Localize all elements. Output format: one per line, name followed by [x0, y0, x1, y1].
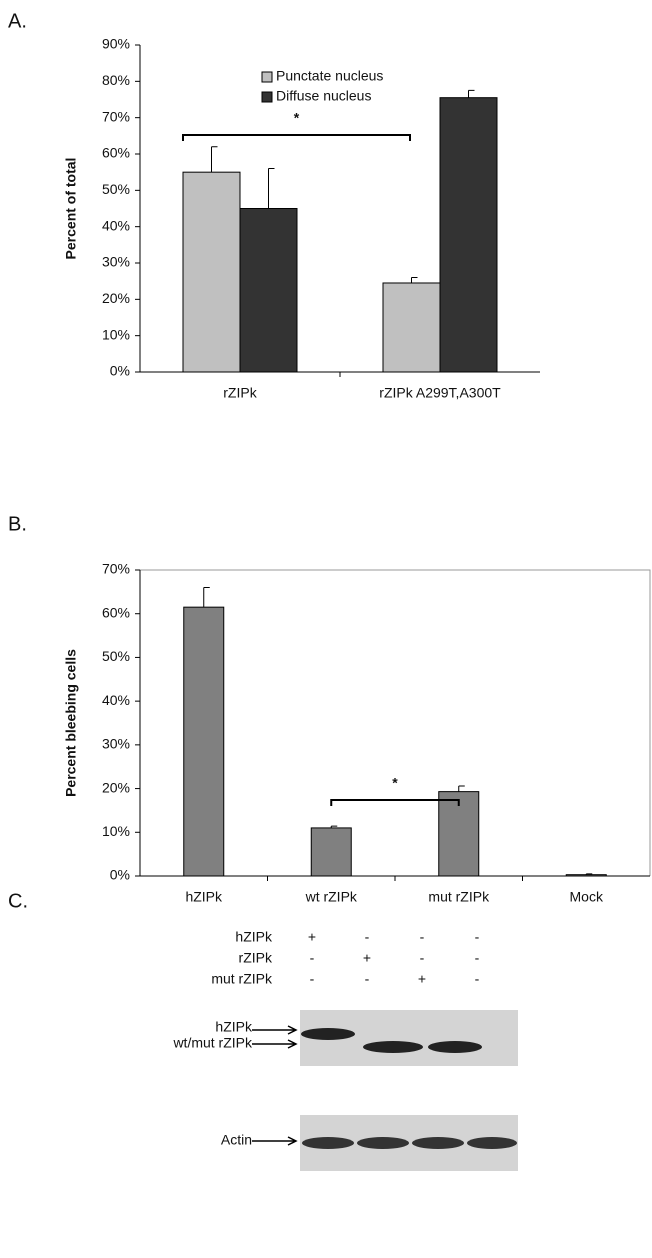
blot-band — [412, 1137, 464, 1149]
band-label: wt/mut rZIPk — [172, 1035, 253, 1051]
blot-band — [467, 1137, 517, 1149]
figure: A. Percent of total 0% 10% 20% 30% 40% 50% 60% 70… — [0, 0, 652, 1258]
blot-band — [357, 1137, 409, 1149]
x-tick-label: Mock — [570, 889, 604, 905]
band-label: hZIPk — [215, 1019, 253, 1035]
panel-label: B. — [8, 513, 27, 535]
legend-label: Punctate nucleus — [276, 68, 383, 84]
x-tick-label: rZIPk — [223, 385, 257, 401]
y-tick-label: 40% — [102, 692, 130, 708]
arrow — [252, 1026, 296, 1145]
sign: + — [418, 971, 426, 987]
row-label: mut rZIPk — [211, 971, 273, 987]
legend-label: Diffuse nucleus — [276, 88, 371, 104]
sign: - — [365, 971, 370, 987]
error-bar — [412, 278, 418, 283]
y-tick-label: 80% — [102, 72, 130, 88]
x-tick-label: wt rZIPk — [305, 889, 358, 905]
y-tick-label: 20% — [102, 290, 130, 306]
row-label: rZIPk — [239, 950, 273, 966]
legend-swatch — [262, 92, 272, 102]
sign: - — [310, 950, 315, 966]
legend-swatch — [262, 72, 272, 82]
sign: - — [310, 971, 315, 987]
panel-label: A. — [8, 10, 27, 32]
blot-band — [428, 1041, 482, 1053]
sign: - — [475, 929, 480, 945]
bar — [383, 283, 440, 372]
y-tick-label: 0% — [110, 363, 130, 379]
error-bar — [469, 90, 475, 97]
y-tick-label: 70% — [102, 108, 130, 124]
y-tick-label: 70% — [102, 561, 130, 577]
y-tick-label: 60% — [102, 145, 130, 161]
blot-band — [301, 1028, 355, 1040]
sign: - — [475, 971, 480, 987]
bar — [184, 607, 224, 876]
y-tick-label: 60% — [102, 604, 130, 620]
x-tick-label: hZIPk — [185, 889, 223, 905]
y-tick-label: 30% — [102, 254, 130, 270]
significance-bracket — [183, 135, 410, 141]
y-axis-title: Percent bleebing cells — [63, 649, 79, 797]
y-tick-label: 90% — [102, 36, 130, 52]
sign: + — [308, 929, 316, 945]
x-tick-label: rZIPk A299T,A300T — [379, 385, 501, 401]
bar — [311, 828, 351, 876]
blot-band — [302, 1137, 354, 1149]
sign: - — [420, 929, 425, 945]
bar — [440, 98, 497, 372]
blot-band — [363, 1041, 423, 1053]
bar — [240, 209, 297, 373]
y-tick-label: 50% — [102, 648, 130, 664]
band-label: Actin — [221, 1132, 252, 1148]
y-tick-label: 0% — [110, 867, 130, 883]
row-label: hZIPk — [235, 929, 273, 945]
error-bar — [212, 147, 218, 172]
y-tick-label: 30% — [102, 736, 130, 752]
y-tick-label: 50% — [102, 181, 130, 197]
error-bar — [269, 169, 275, 209]
sign: - — [365, 929, 370, 945]
x-tick-label: mut rZIPk — [428, 889, 490, 905]
y-tick-label: 10% — [102, 823, 130, 839]
panel-label: C. — [8, 890, 28, 912]
sign: + — [363, 950, 371, 966]
bar — [566, 875, 606, 876]
sign: - — [420, 950, 425, 966]
significance-label: * — [294, 110, 300, 126]
significance-label: * — [392, 775, 398, 791]
y-tick-label: 20% — [102, 779, 130, 795]
bar — [183, 172, 240, 372]
sign: - — [475, 950, 480, 966]
y-tick-label: 10% — [102, 326, 130, 342]
error-bar — [459, 786, 465, 792]
y-tick-label: 40% — [102, 217, 130, 233]
error-bar — [204, 587, 210, 607]
y-axis-title: Percent of total — [63, 158, 79, 260]
